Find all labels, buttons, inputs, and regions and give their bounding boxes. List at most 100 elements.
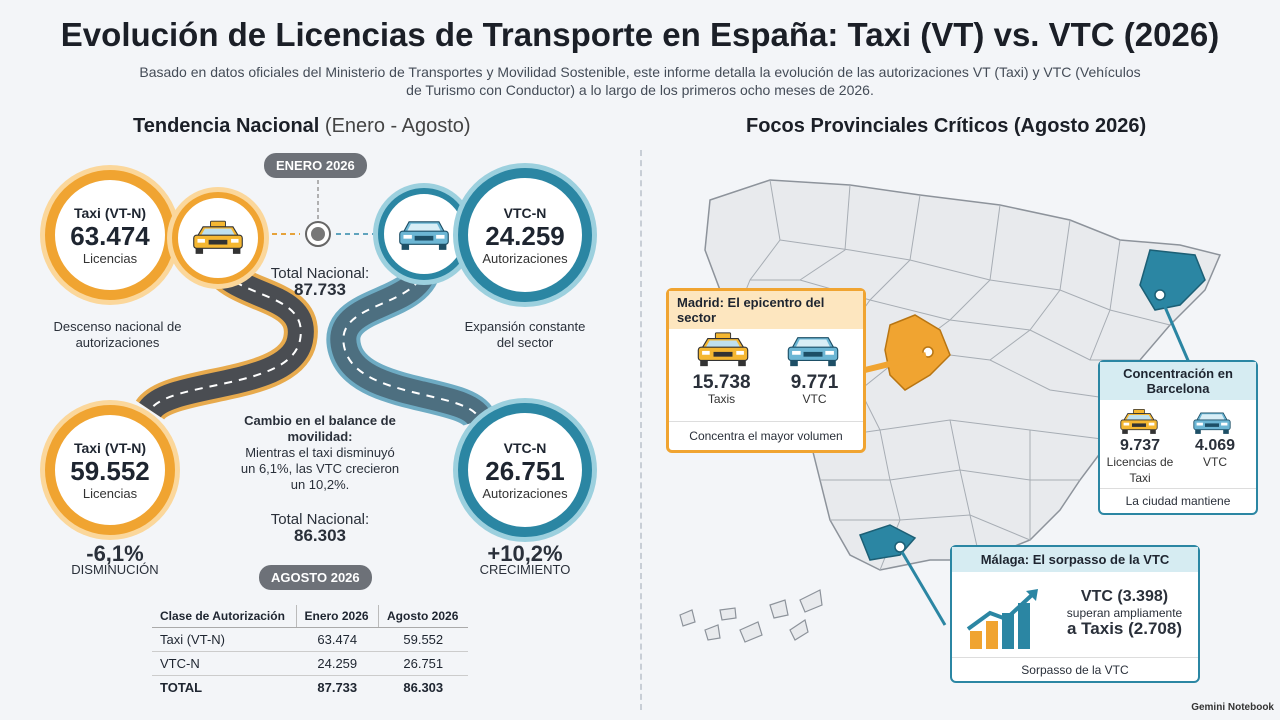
table-cell: 63.474 bbox=[296, 627, 379, 652]
vtc-change-value: +10,2% bbox=[487, 541, 563, 566]
page-title: Evolución de Licencias de Transporte en … bbox=[60, 16, 1220, 53]
footer-logo: Gemini Notebook bbox=[1191, 702, 1274, 713]
madrid-region bbox=[884, 314, 951, 391]
car-icon bbox=[784, 331, 842, 369]
total-august-label: Total Nacional: bbox=[270, 511, 370, 528]
vtc-change: +10,2% CRECIMIENTO bbox=[470, 541, 580, 578]
taxi-icon bbox=[694, 331, 752, 369]
table-cell: VTC-N bbox=[152, 651, 296, 676]
left-section-title: Tendencia Nacional (Enero - Agosto) bbox=[133, 115, 471, 138]
madrid-connector bbox=[864, 352, 927, 373]
car-icon-wrapper bbox=[378, 188, 470, 280]
madrid-card-title: Madrid: El epicentro del sector bbox=[669, 291, 863, 329]
vtc-august-unit: Autorizaciones bbox=[482, 485, 568, 501]
madrid-taxi-label: Taxis bbox=[707, 392, 736, 406]
vtc-august-value: 26.751 bbox=[485, 455, 565, 486]
vtc-description: Expansión constante del sector bbox=[464, 319, 586, 350]
vtc-january-value: 24.259 bbox=[485, 220, 565, 251]
table-cell: 26.751 bbox=[378, 651, 468, 676]
table-row: Taxi (VT-N) 63.474 59.552 bbox=[152, 627, 468, 652]
summary-table: Clase de Autorización Enero 2026 Agosto … bbox=[152, 605, 468, 699]
malaga-card-title: Málaga: El sorpasso de la VTC bbox=[952, 547, 1198, 572]
table-cell: 86.303 bbox=[403, 680, 444, 695]
vtc-august-label: VTC-N bbox=[503, 439, 547, 456]
malaga-line-1: VTC (3.398) bbox=[1080, 588, 1169, 605]
malaga-connector bbox=[900, 551, 947, 626]
table-cell: Taxi (VT-N) bbox=[152, 627, 296, 652]
vtc-january-circle: VTC-N 24.259 Autorizaciones bbox=[458, 168, 592, 302]
malaga-card-footer: Sorpasso de la VTC bbox=[952, 657, 1198, 678]
taxi-change: -6,1% DISMINUCIÓN bbox=[60, 541, 170, 578]
vtc-change-label: CRECIMIENTO bbox=[479, 562, 571, 577]
table-header: Enero 2026 bbox=[296, 605, 380, 628]
malaga-marker bbox=[894, 541, 906, 553]
balance-text: Mientras el taxi disminuyó un 6,1%, las … bbox=[240, 445, 400, 492]
table-header: Agosto 2026 bbox=[378, 605, 468, 628]
page-subtitle: Basado en datos oficiales del Ministerio… bbox=[139, 64, 1141, 98]
left-section-title-range: (Enero - Agosto) bbox=[324, 115, 471, 137]
table-cell: 24.259 bbox=[296, 651, 379, 676]
car-icon bbox=[1188, 408, 1236, 436]
madrid-taxi-value: 15.738 bbox=[692, 372, 751, 393]
pill-january: ENERO 2026 bbox=[264, 153, 367, 178]
section-divider bbox=[640, 150, 642, 710]
growth-chart-icon bbox=[966, 589, 1038, 649]
road-illustration bbox=[135, 180, 497, 429]
barcelona-vtc-label: VTC bbox=[1203, 455, 1227, 469]
madrid-card-footer: Concentra el mayor volumen bbox=[669, 421, 863, 444]
madrid-card: Madrid: El epicentro del sector 15.738 T… bbox=[666, 288, 866, 453]
barcelona-vtc-value: 4.069 bbox=[1194, 437, 1236, 454]
madrid-vtc-stat: 9.771 VTC bbox=[767, 372, 862, 407]
taxi-august-circle: Taxi (VT-N) 59.552 Licencias bbox=[45, 405, 175, 535]
car-icon bbox=[396, 215, 452, 253]
malaga-card: Málaga: El sorpasso de la VTC VTC (3.398… bbox=[950, 545, 1200, 683]
table-cell: 59.552 bbox=[378, 627, 468, 652]
taxi-january-label: Taxi (VT-N) bbox=[73, 204, 147, 221]
right-section-title: Focos Provinciales Críticos (Agosto 2026… bbox=[746, 115, 1147, 137]
barcelona-taxi-stat: 9.737 Licencias de Taxi bbox=[1105, 438, 1175, 486]
vtc-january-label: VTC-N bbox=[503, 204, 547, 221]
canary-islands bbox=[679, 589, 823, 643]
madrid-vtc-value: 9.771 bbox=[790, 372, 839, 393]
taxi-january-unit: Licencias bbox=[82, 250, 138, 266]
taxi-icon bbox=[1115, 408, 1163, 436]
barcelona-region bbox=[1139, 249, 1206, 311]
taxi-change-label: DISMINUCIÓN bbox=[71, 562, 159, 577]
taxi-january-circle: Taxi (VT-N) 63.474 Licencias bbox=[45, 170, 175, 300]
vtc-august-circle: VTC-N 26.751 Autorizaciones bbox=[458, 403, 592, 537]
pill-august: AGOSTO 2026 bbox=[259, 565, 372, 590]
total-january-label: Total Nacional: bbox=[270, 265, 370, 282]
taxi-august-value: 59.552 bbox=[70, 455, 150, 486]
madrid-taxi-stat: 15.738 Taxis bbox=[674, 372, 769, 407]
table-header-row: Clase de Autorización Enero 2026 Agosto … bbox=[152, 605, 468, 628]
balance-title: Cambio en el balance de movilidad: bbox=[244, 413, 396, 444]
table-cell: TOTAL bbox=[160, 680, 203, 695]
malaga-line-2: superan ampliamente bbox=[1066, 606, 1183, 620]
barcelona-card-title: Concentración en Barcelona bbox=[1100, 362, 1256, 400]
malaga-stat: VTC (3.398) superan ampliamente a Taxis … bbox=[1052, 588, 1197, 638]
balance-note: Cambio en el balance de movilidad: Mient… bbox=[240, 413, 400, 493]
spain-map bbox=[679, 179, 1222, 643]
taxi-august-unit: Licencias bbox=[82, 485, 138, 501]
barcelona-card: Concentración en Barcelona 9.737 Licenci… bbox=[1098, 360, 1258, 515]
madrid-vtc-label: VTC bbox=[802, 392, 827, 406]
barcelona-marker bbox=[1154, 289, 1166, 301]
barcelona-taxi-value: 9.737 bbox=[1119, 437, 1161, 454]
table-cell: 87.733 bbox=[317, 680, 358, 695]
barcelona-card-footer: La ciudad mantiene bbox=[1100, 488, 1256, 509]
taxi-august-label: Taxi (VT-N) bbox=[73, 439, 147, 456]
total-january-value: 87.733 bbox=[294, 280, 346, 299]
malaga-line-3: a Taxis (2.708) bbox=[1067, 619, 1182, 638]
barcelona-vtc-stat: 4.069 VTC bbox=[1180, 438, 1250, 470]
vtc-january-unit: Autorizaciones bbox=[482, 250, 568, 266]
total-august: Total Nacional: 86.303 bbox=[250, 511, 390, 545]
taxi-january-value: 63.474 bbox=[70, 220, 150, 251]
barcelona-connector bbox=[1160, 299, 1192, 366]
table-row: VTC-N 24.259 26.751 bbox=[152, 651, 468, 676]
taxi-icon bbox=[190, 219, 246, 257]
taxi-change-value: -6,1% bbox=[86, 541, 144, 566]
table-row: TOTAL 87.733 86.303 bbox=[152, 676, 468, 700]
taxi-icon-wrapper bbox=[172, 192, 264, 284]
table-header: Clase de Autorización bbox=[152, 605, 297, 628]
total-january: Total Nacional: 87.733 bbox=[250, 265, 390, 299]
